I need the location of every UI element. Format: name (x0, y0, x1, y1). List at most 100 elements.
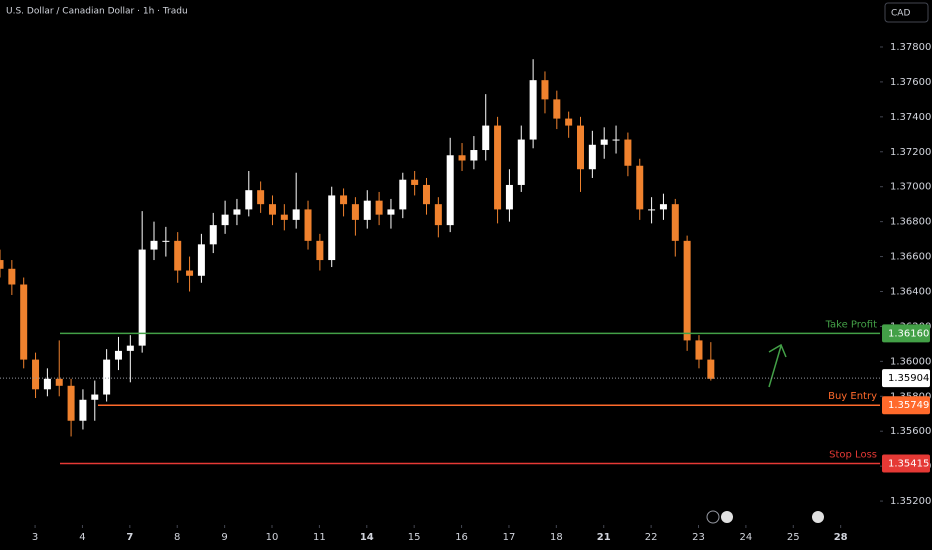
x-tick-label: 10 (266, 532, 279, 543)
candle-body (565, 118, 573, 126)
x-tick-label: 17 (503, 532, 516, 543)
candle-body (103, 359, 111, 395)
candle-body (304, 209, 312, 241)
y-tick-label: 1.37400 (890, 112, 931, 123)
x-tick-label: 7 (126, 532, 133, 543)
x-tick-label: 22 (645, 532, 658, 543)
last-price-box (882, 369, 930, 388)
candle-body (126, 345, 134, 351)
currency-button[interactable] (884, 2, 929, 23)
level-label: 1.36160 (888, 328, 929, 339)
candle-body (482, 125, 490, 151)
candle-body (138, 249, 146, 346)
y-tick-label: 1.36400 (890, 286, 931, 297)
candle-body (411, 179, 419, 185)
candle-body (8, 268, 16, 285)
chart-title: U.S. Dollar / Canadian Dollar · 1h · Tra… (6, 7, 188, 17)
candle-body (0, 260, 4, 269)
candle-body (280, 214, 288, 220)
candle-body (340, 195, 348, 205)
candle-body (683, 240, 691, 341)
x-tick-label: 25 (787, 532, 800, 543)
candle-body (328, 195, 336, 261)
candle-body (399, 179, 407, 210)
candle-body (221, 214, 229, 226)
candle-body (458, 155, 466, 161)
candle-body (316, 240, 324, 261)
candle-body (671, 204, 679, 241)
candle-body (648, 209, 656, 211)
event-icon[interactable] (706, 510, 720, 524)
arrow-head (768, 343, 787, 358)
x-tick-label: 11 (313, 532, 326, 543)
candle-body (529, 80, 537, 140)
y-tick-label: 1.37200 (890, 147, 931, 158)
candle-body (197, 244, 205, 276)
level-name: Stop Loss (829, 450, 877, 461)
candle-body (505, 184, 513, 210)
level-label: 1.35749 (888, 400, 929, 411)
x-tick-label: 14 (360, 532, 374, 543)
candle-body (387, 209, 395, 215)
candle-body (292, 209, 300, 220)
x-tick-label: 3 (32, 532, 38, 543)
candle-body (363, 200, 371, 220)
level-box (882, 454, 930, 473)
candle-body (351, 204, 359, 220)
candle-body (494, 125, 502, 210)
x-tick-label: 15 (408, 532, 421, 543)
x-tick-label: 28 (834, 532, 848, 543)
currency-label[interactable]: CAD (891, 9, 910, 19)
candle-body (79, 399, 87, 421)
x-tick-label: 4 (79, 532, 85, 543)
candle-body (577, 125, 585, 170)
candle-body (553, 99, 561, 119)
level-box (882, 396, 930, 415)
candle-body (268, 204, 276, 215)
x-tick-label: 24 (740, 532, 753, 543)
level-box (882, 324, 930, 343)
y-tick-label: 1.36000 (890, 356, 931, 367)
candle-body (55, 378, 63, 386)
y-tick-label: 1.35200 (890, 496, 931, 507)
candle-body (541, 80, 549, 100)
candle-body (114, 350, 122, 360)
candle-body (600, 139, 608, 145)
x-tick-label: 23 (692, 532, 705, 543)
candle-body (446, 155, 454, 226)
candle-body (209, 225, 217, 245)
y-tick-label: 1.35600 (890, 426, 931, 437)
candle-body (624, 139, 632, 166)
candle-body (375, 200, 383, 215)
x-tick-label: 9 (221, 532, 227, 543)
candle-body (91, 394, 99, 400)
x-tick-label: 16 (455, 532, 468, 543)
candle-body (636, 165, 644, 210)
candle-body (43, 378, 51, 390)
level-name: Take Profit (825, 319, 878, 330)
y-tick-label: 1.36600 (890, 252, 931, 263)
event-icon[interactable] (812, 511, 824, 523)
candle-body (588, 144, 596, 170)
event-icon[interactable] (721, 511, 733, 523)
candle-body (434, 204, 442, 226)
candle-body (659, 204, 667, 210)
candle-body (20, 284, 28, 360)
level-name: Buy Entry (828, 391, 877, 402)
x-tick-label: 8 (174, 532, 180, 543)
candle-body (245, 190, 253, 210)
candle-body (422, 184, 430, 205)
candle-body (150, 240, 158, 250)
x-tick-label: 18 (550, 532, 563, 543)
last-price-label: 1.35904 (888, 373, 929, 384)
x-tick-label: 21 (597, 532, 611, 543)
candle-body (67, 385, 75, 421)
candle-body (186, 270, 194, 276)
y-tick-label: 1.37800 (890, 42, 931, 53)
candle-body (174, 240, 182, 271)
y-tick-label: 1.37000 (890, 182, 931, 193)
y-tick-label: 1.36800 (890, 217, 931, 228)
candle-body (707, 359, 715, 379)
